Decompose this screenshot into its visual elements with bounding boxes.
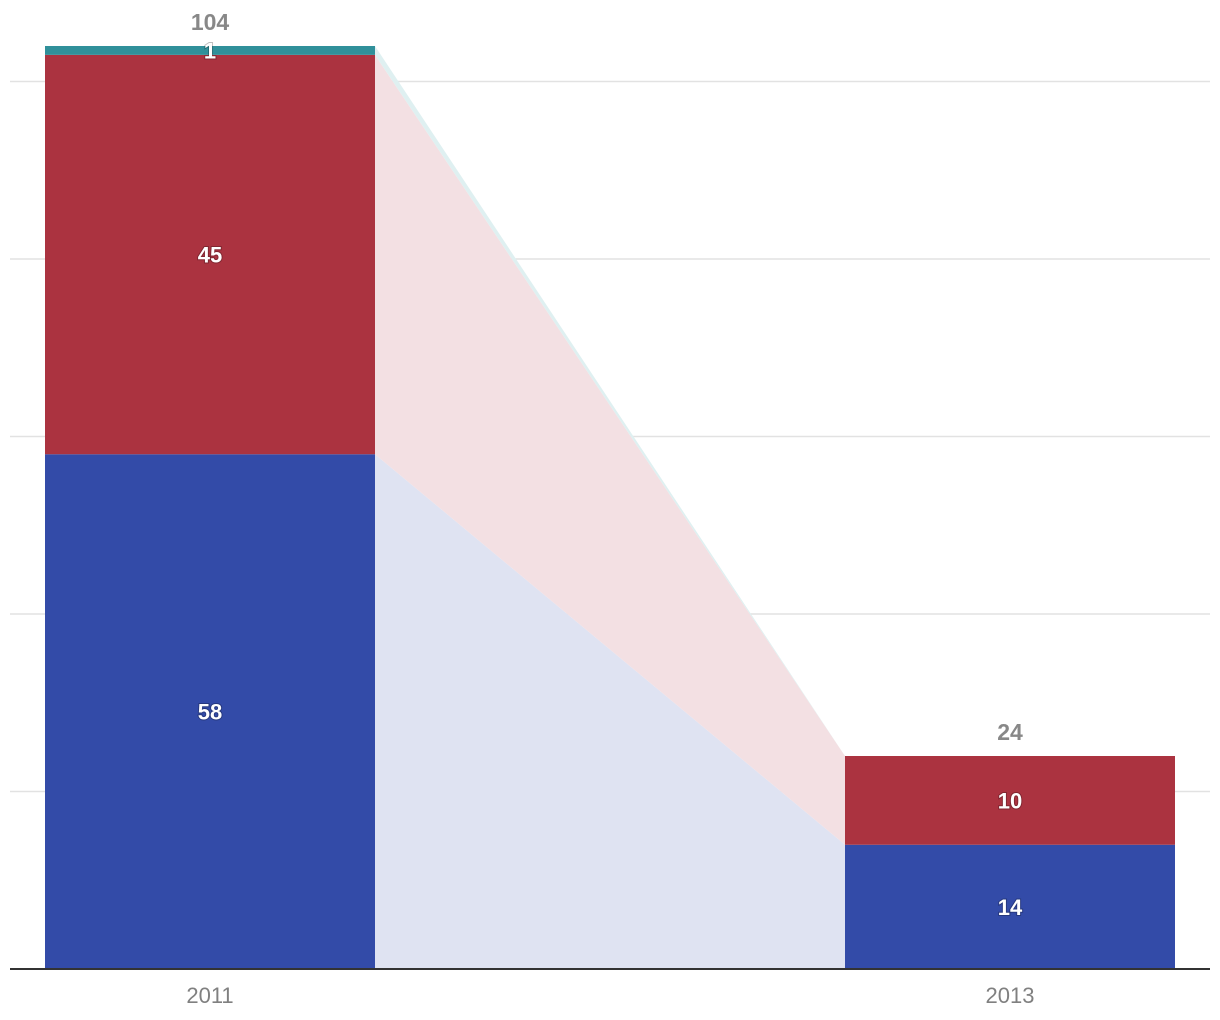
total-value-label: 24	[997, 719, 1023, 745]
data-labels: 58 45 1 14 10 104 24	[191, 9, 1024, 921]
x-tick-label: 2011	[186, 983, 233, 1008]
connector-band-s2	[375, 54, 845, 845]
connector-bands	[375, 46, 845, 969]
bar-segment-s1	[845, 844, 1175, 969]
x-axis: 2011 2013	[10, 968, 1210, 1008]
bar-segment-s3	[45, 46, 375, 55]
connector-band-s3	[375, 46, 845, 756]
total-value-label: 104	[191, 9, 230, 35]
segment-value-label: 14	[998, 895, 1023, 920]
segment-value-label: 10	[998, 788, 1022, 813]
segment-value-label: 1	[204, 38, 216, 63]
connector-band-s1	[375, 454, 845, 969]
bar-segment-s1	[45, 454, 375, 969]
segment-value-label: 58	[198, 700, 222, 725]
segment-value-label: 45	[198, 243, 222, 268]
bars	[45, 46, 1175, 969]
bar-segment-s2	[845, 756, 1175, 845]
bar-segment-s2	[45, 54, 375, 455]
x-tick-label: 2013	[986, 983, 1035, 1008]
